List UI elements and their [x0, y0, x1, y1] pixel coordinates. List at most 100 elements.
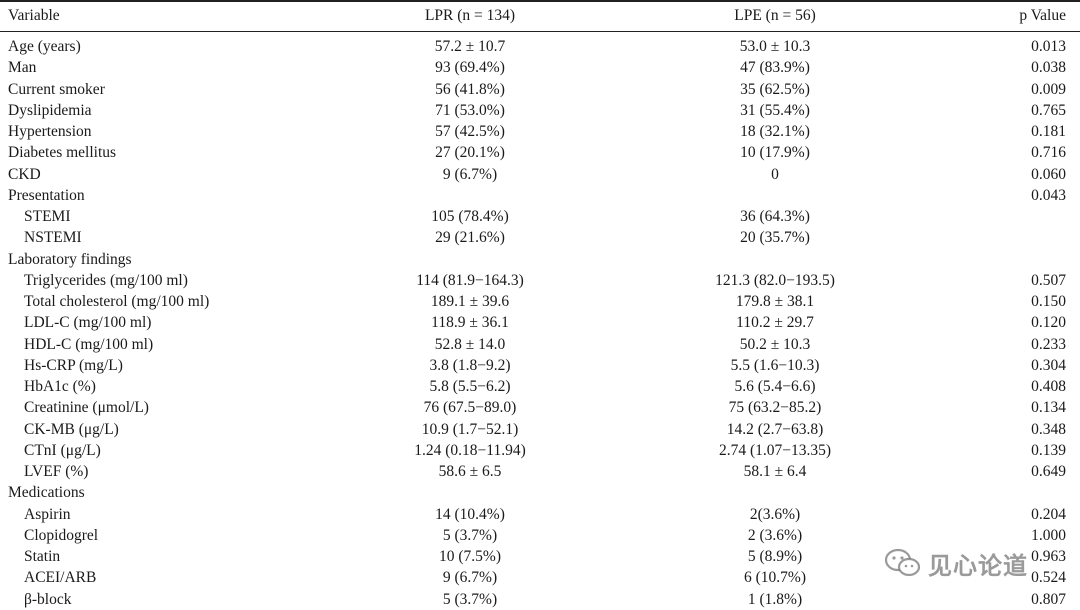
table-row: ACEI/ARB 9 (6.7%) 6 (10.7%) 0.524 — [0, 567, 1080, 588]
lpr-cell: 14 (10.4%) — [435, 505, 505, 523]
p-value-cell: 0.649 — [1031, 463, 1066, 480]
p-value-cell: 0.716 — [1031, 144, 1066, 162]
table-row: Statin 10 (7.5%) 5 (8.9%) 0.963 — [0, 546, 1080, 567]
lpe-cell: 58.1 ± 6.4 — [743, 463, 807, 480]
lpe-cell: 20 (35.7%) — [740, 229, 810, 247]
lpr-cell: 10 (7.5%) — [439, 548, 501, 565]
lpe-cell: 121.3 (82.0−193.5) — [715, 271, 835, 289]
lpr-cell: 93 (69.4%) — [435, 59, 505, 77]
table-header-rule — [0, 31, 1080, 32]
table-row: CK-MB (μg/L) 10.9 (1.7−52.1) 14.2 (2.7−63.… — [0, 419, 1080, 440]
variable-cell: Diabetes mellitus — [8, 144, 117, 162]
lpe-cell: 5 (8.9%) — [747, 548, 803, 565]
p-value-cell: 0.038 — [1031, 59, 1066, 77]
table-row: Creatinine (μmol/L) 76 (67.5−89.0) 75 (63.… — [0, 397, 1080, 418]
lpe-cell: 2 (3.6%) — [747, 526, 803, 544]
table-row: Diabetes mellitus 27 (20.1%) 10 (17.9%) 0.7… — [0, 142, 1080, 163]
lpr-cell: 57 (42.5%) — [435, 123, 505, 140]
lpe-cell: 6 (10.7%) — [744, 569, 806, 587]
p-value-cell: 0.304 — [1031, 356, 1066, 374]
table-row: Man 93 (69.4%) 47 (83.9%) 0.038 — [0, 57, 1080, 78]
lpr-cell: 71 (53.0%) — [435, 101, 505, 119]
p-value-cell: 0.139 — [1031, 441, 1066, 459]
variable-cell: Creatinine (μmol/L) — [24, 399, 149, 417]
p-value-cell: 0.348 — [1031, 420, 1066, 438]
variable-cell: Total cholesterol (mg/100 ml) — [24, 293, 210, 310]
p-value-cell: 0.013 — [1031, 38, 1066, 55]
p-value-cell: 0.807 — [1031, 590, 1066, 608]
table-row: Presentation 0.043 — [0, 185, 1080, 206]
variable-cell: HbA1c (%) — [24, 378, 96, 395]
table-row: Hypertension 57 (42.5%) 18 (32.1%) 0.181 — [0, 121, 1080, 142]
lpr-cell: 76 (67.5−89.0) — [423, 399, 517, 417]
table-row: LVEF (%) 58.6 ± 6.5 58.1 ± 6.4 0.649 — [0, 461, 1080, 482]
variable-cell: Man — [8, 59, 37, 77]
p-value-cell: 0.233 — [1031, 335, 1066, 353]
lpr-cell: 56 (41.8%) — [435, 80, 505, 98]
table-row: Dyslipidemia 71 (53.0%) 31 (55.4%) 0.765 — [0, 100, 1080, 121]
lpe-cell: 2.74 (1.07−13.35) — [718, 441, 832, 459]
p-value-cell: 0.060 — [1031, 165, 1066, 183]
table-row: CKD 9 (6.7%) 0 0.060 — [0, 164, 1080, 185]
variable-cell: CK-MB (μg/L) — [24, 420, 119, 438]
lpr-cell: 27 (20.1%) — [435, 144, 505, 162]
variable-cell: Hypertension — [8, 123, 92, 140]
lpr-cell: 118.9 ± 36.1 — [431, 314, 509, 332]
p-value-cell: 0.043 — [1031, 186, 1066, 204]
lpe-cell: 5.6 (5.4−6.6) — [734, 378, 816, 395]
lpr-cell: 1.24 (0.18−11.94) — [414, 441, 526, 459]
lpr-cell: 29 (21.6%) — [435, 229, 505, 247]
table-row: Laboratory findings — [0, 249, 1080, 270]
variable-cell: β-block — [24, 590, 72, 608]
table-row: Total cholesterol (mg/100 ml) 189.1 ± 39.… — [0, 291, 1080, 312]
table-row: Age (years) 57.2 ± 10.7 53.0 ± 10.3 0.013 — [0, 36, 1080, 57]
p-value-cell: 0.150 — [1031, 293, 1066, 310]
lpe-cell: 0 — [771, 165, 779, 183]
table-row: Medications — [0, 482, 1080, 503]
lpr-cell: 114 (81.9−164.3) — [416, 271, 524, 289]
variable-cell: Age (years) — [8, 38, 81, 55]
lpr-cell: 3.8 (1.8−9.2) — [429, 356, 511, 374]
watermark: 见心论道 — [884, 543, 1028, 583]
table-header: Variable LPR (n = 134) LPE (n = 56) p Va… — [0, 5, 1080, 26]
lpe-cell: 2(3.6%) — [749, 505, 801, 523]
lpr-cell: 189.1 ± 39.6 — [430, 293, 510, 310]
table-row: Aspirin 14 (10.4%) 2(3.6%) 0.204 — [0, 504, 1080, 525]
variable-cell: Laboratory findings — [8, 250, 132, 268]
header-lpr: LPR (n = 134) — [424, 7, 516, 24]
lpe-cell: 36 (64.3%) — [740, 208, 810, 225]
p-value-cell: 0.181 — [1031, 123, 1066, 140]
lpe-cell: 31 (55.4%) — [740, 101, 810, 119]
wechat-icon — [884, 548, 921, 577]
lpr-cell: 9 (6.7%) — [442, 165, 498, 183]
lpr-cell: 5 (3.7%) — [442, 590, 498, 608]
header-variable: Variable — [8, 7, 60, 24]
variable-cell: LDL-C (mg/100 ml) — [24, 314, 152, 332]
lpr-cell: 5.8 (5.5−6.2) — [429, 378, 511, 395]
lpe-cell: 1 (1.8%) — [747, 590, 803, 608]
lpr-cell: 10.9 (1.7−52.1) — [421, 420, 519, 438]
p-value-cell: 1.000 — [1031, 526, 1066, 544]
variable-cell: Medications — [8, 484, 85, 502]
lpr-cell: 9 (6.7%) — [442, 569, 498, 587]
table-row: Clopidogrel 5 (3.7%) 2 (3.6%) 1.000 — [0, 525, 1080, 546]
lpe-cell: 18 (32.1%) — [740, 123, 810, 140]
watermark-text: 见心论道 — [928, 551, 1028, 580]
lpe-cell: 179.8 ± 38.1 — [735, 293, 815, 310]
lpe-cell: 110.2 ± 29.7 — [736, 314, 814, 332]
table-row: STEMI 105 (78.4%) 36 (64.3%) — [0, 206, 1080, 227]
table-row: Current smoker 56 (41.8%) 35 (62.5%) 0.009 — [0, 79, 1080, 100]
variable-cell: CTnI (μg/L) — [24, 441, 101, 459]
lpr-cell: 58.6 ± 6.5 — [438, 463, 502, 480]
lpe-cell: 53.0 ± 10.3 — [739, 38, 811, 55]
variable-cell: Clopidogrel — [24, 526, 99, 544]
table-row: CTnI (μg/L) 1.24 (0.18−11.94) 2.74 (1.07−1… — [0, 440, 1080, 461]
table-row: Triglycerides (mg/100 ml) 114 (81.9−164.3… — [0, 270, 1080, 291]
header-lpe: LPE (n = 56) — [734, 7, 816, 24]
variable-cell: ACEI/ARB — [24, 569, 97, 587]
variable-cell: NSTEMI — [24, 229, 82, 247]
variable-cell: CKD — [8, 165, 41, 183]
table-row: NSTEMI 29 (21.6%) 20 (35.7%) — [0, 227, 1080, 248]
p-value-cell: 0.204 — [1031, 505, 1066, 523]
variable-cell: Hs-CRP (mg/L) — [24, 356, 123, 374]
